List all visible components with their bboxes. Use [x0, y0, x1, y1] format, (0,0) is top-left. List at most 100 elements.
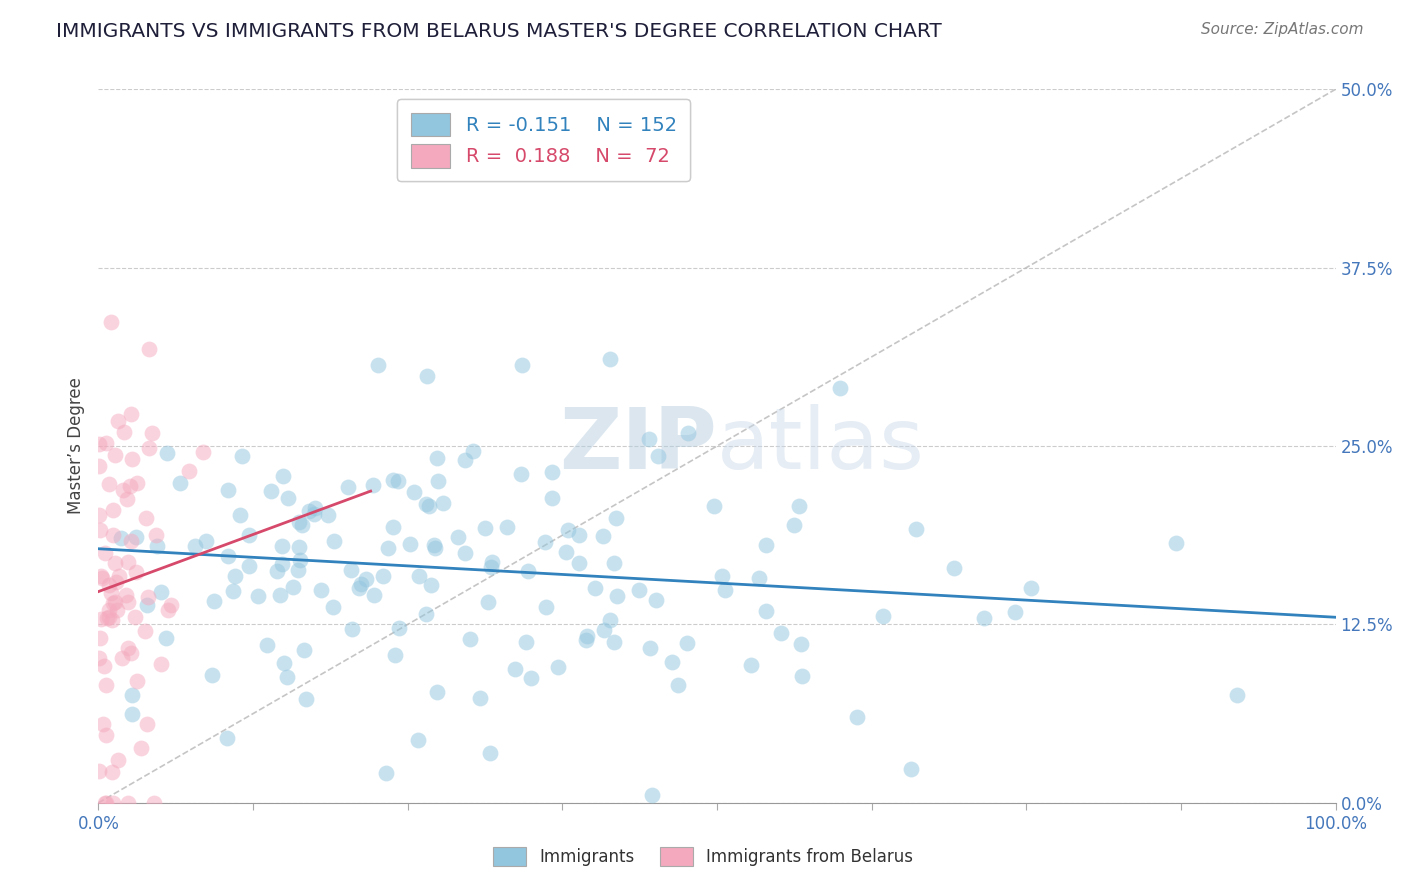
Point: [454, 453, 477, 467]
Point: [111, 651, 134, 665]
Point: [121, 706, 143, 721]
Point: [101, 503, 124, 517]
Point: [381, 473, 404, 487]
Point: [104, 595, 127, 609]
Point: [157, 603, 180, 617]
Point: [121, 689, 143, 703]
Point: [575, 632, 598, 647]
Point: [91, 571, 114, 585]
Point: [943, 561, 966, 575]
Point: [387, 475, 409, 489]
Point: [281, 580, 304, 594]
Point: [125, 531, 148, 545]
Point: [110, 531, 132, 545]
Point: [599, 351, 621, 366]
Text: ZIP: ZIP: [560, 404, 717, 488]
Point: [160, 599, 183, 613]
Point: [517, 564, 540, 578]
Point: [246, 589, 269, 603]
Point: [96, 611, 118, 625]
Point: [676, 636, 699, 650]
Point: [115, 588, 138, 602]
Legend: Immigrants, Immigrants from Belarus: Immigrants, Immigrants from Belarus: [485, 838, 921, 875]
Text: Source: ZipAtlas.com: Source: ZipAtlas.com: [1201, 22, 1364, 37]
Point: [423, 538, 446, 552]
Point: [89, 631, 111, 645]
Point: [292, 642, 315, 657]
Point: [98, 603, 121, 617]
Point: [515, 635, 537, 649]
Point: [287, 540, 309, 554]
Point: [375, 766, 398, 780]
Point: [406, 732, 429, 747]
Point: [105, 602, 128, 616]
Point: [547, 659, 569, 673]
Point: [576, 630, 599, 644]
Point: [783, 517, 806, 532]
Point: [238, 528, 260, 542]
Point: [169, 476, 191, 491]
Point: [87, 508, 110, 523]
Point: [1164, 536, 1187, 550]
Point: [142, 796, 165, 810]
Point: [447, 530, 470, 544]
Point: [273, 656, 295, 670]
Point: [872, 609, 894, 624]
Point: [519, 671, 541, 685]
Point: [363, 589, 385, 603]
Point: [288, 553, 311, 567]
Point: [367, 358, 389, 372]
Point: [460, 632, 482, 646]
Point: [238, 559, 260, 574]
Point: [270, 558, 292, 572]
Point: [647, 449, 669, 463]
Point: [98, 578, 121, 592]
Point: [402, 484, 425, 499]
Point: [416, 368, 439, 383]
Point: [101, 764, 124, 779]
Point: [311, 582, 333, 597]
Point: [277, 491, 299, 505]
Legend: R = -0.151    N = 152, R =  0.188    N =  72: R = -0.151 N = 152, R = 0.188 N = 72: [398, 99, 690, 181]
Point: [96, 728, 118, 742]
Point: [845, 710, 868, 724]
Point: [94, 545, 117, 559]
Point: [568, 556, 591, 570]
Point: [145, 539, 167, 553]
Point: [661, 655, 683, 669]
Point: [94, 796, 117, 810]
Point: [177, 464, 200, 478]
Point: [90, 612, 112, 626]
Point: [453, 546, 475, 560]
Point: [510, 358, 533, 372]
Point: [117, 641, 139, 656]
Point: [155, 631, 177, 645]
Point: [145, 528, 167, 542]
Point: [202, 594, 225, 608]
Point: [124, 609, 146, 624]
Point: [973, 611, 995, 625]
Point: [135, 598, 157, 612]
Point: [96, 796, 118, 810]
Point: [127, 673, 149, 688]
Point: [408, 568, 430, 582]
Point: [426, 451, 449, 466]
Point: [463, 444, 485, 458]
Point: [340, 622, 363, 636]
Point: [382, 520, 405, 534]
Point: [510, 467, 533, 482]
Point: [103, 528, 125, 542]
Point: [94, 435, 117, 450]
Point: [740, 657, 762, 672]
Y-axis label: Master’s Degree: Master’s Degree: [66, 377, 84, 515]
Point: [134, 624, 156, 639]
Point: [426, 684, 449, 698]
Point: [100, 315, 122, 329]
Point: [1226, 688, 1249, 702]
Point: [97, 476, 120, 491]
Point: [291, 518, 314, 533]
Point: [713, 583, 735, 598]
Point: [298, 504, 321, 518]
Point: [540, 491, 562, 505]
Point: [592, 529, 614, 543]
